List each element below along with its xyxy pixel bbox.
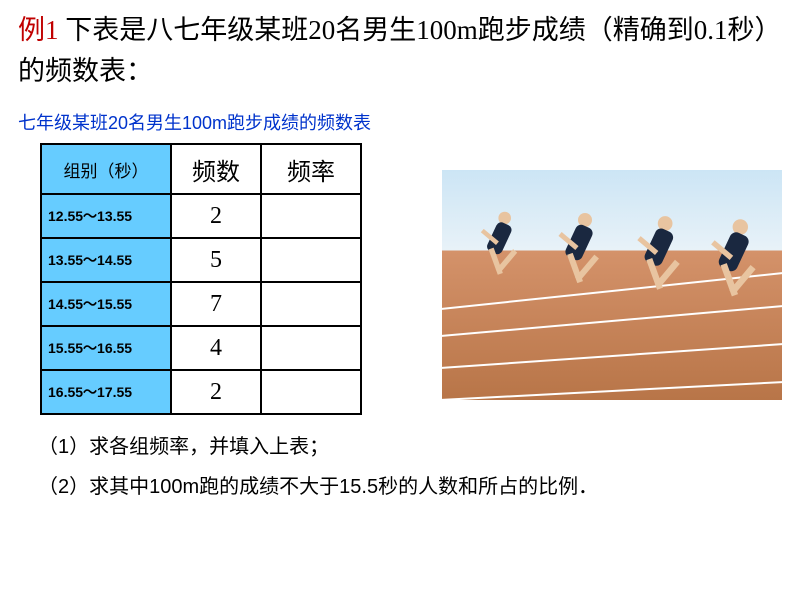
cell-frequency: 7 xyxy=(171,282,261,326)
cell-frequency: 4 xyxy=(171,326,261,370)
header-rate: 频率 xyxy=(261,144,361,194)
header-frequency: 频数 xyxy=(171,144,261,194)
runners-image xyxy=(442,170,782,400)
cell-rate xyxy=(261,370,361,414)
table-row: 15.55～16.55 4 xyxy=(41,326,361,370)
table-row: 13.55～14.55 5 xyxy=(41,238,361,282)
runner-figure xyxy=(715,211,759,310)
cell-frequency: 5 xyxy=(171,238,261,282)
cell-rate xyxy=(261,326,361,370)
cell-rate xyxy=(261,194,361,238)
runner-figure xyxy=(641,208,683,303)
frequency-table-container: 组别（秒） 频数 频率 12.55～13.55 2 13.55～14.55 5 … xyxy=(40,143,362,415)
cell-rate xyxy=(261,238,361,282)
track-line xyxy=(442,341,782,371)
question-2: （2）求其中100m跑的成绩不大于15.5秒的人数和所占的比例． xyxy=(38,467,776,507)
cell-rate xyxy=(261,282,361,326)
cell-range: 14.55～15.55 xyxy=(41,282,171,326)
table-row: 16.55～17.55 2 xyxy=(41,370,361,414)
example-title: 例1 下表是八七年级某班20名男生100m跑步成绩（精确到0.1秒）的频数表： xyxy=(0,0,794,91)
runner-figure xyxy=(484,205,520,286)
table-caption: 七年级某班20名男生100m跑步成绩的频数表 xyxy=(0,91,794,143)
frequency-table: 组别（秒） 频数 频率 12.55～13.55 2 13.55～14.55 5 … xyxy=(40,143,362,415)
runner-figure xyxy=(562,205,602,295)
table-header-row: 组别（秒） 频数 频率 xyxy=(41,144,361,194)
cell-frequency: 2 xyxy=(171,370,261,414)
cell-range: 15.55～16.55 xyxy=(41,326,171,370)
cell-frequency: 2 xyxy=(171,194,261,238)
question-1: （1）求各组频率，并填入上表； xyxy=(38,427,776,467)
track-line xyxy=(442,379,782,400)
cell-range: 12.55～13.55 xyxy=(41,194,171,238)
example-number: 例1 xyxy=(18,15,59,45)
title-text: 下表是八七年级某班20名男生100m跑步成绩（精确到0.1秒）的频数表： xyxy=(18,15,768,86)
questions-block: （1）求各组频率，并填入上表； （2）求其中100m跑的成绩不大于15.5秒的人… xyxy=(0,415,794,507)
cell-range: 13.55～14.55 xyxy=(41,238,171,282)
table-row: 12.55～13.55 2 xyxy=(41,194,361,238)
table-row: 14.55～15.55 7 xyxy=(41,282,361,326)
header-range: 组别（秒） xyxy=(41,144,171,194)
cell-range: 16.55～17.55 xyxy=(41,370,171,414)
